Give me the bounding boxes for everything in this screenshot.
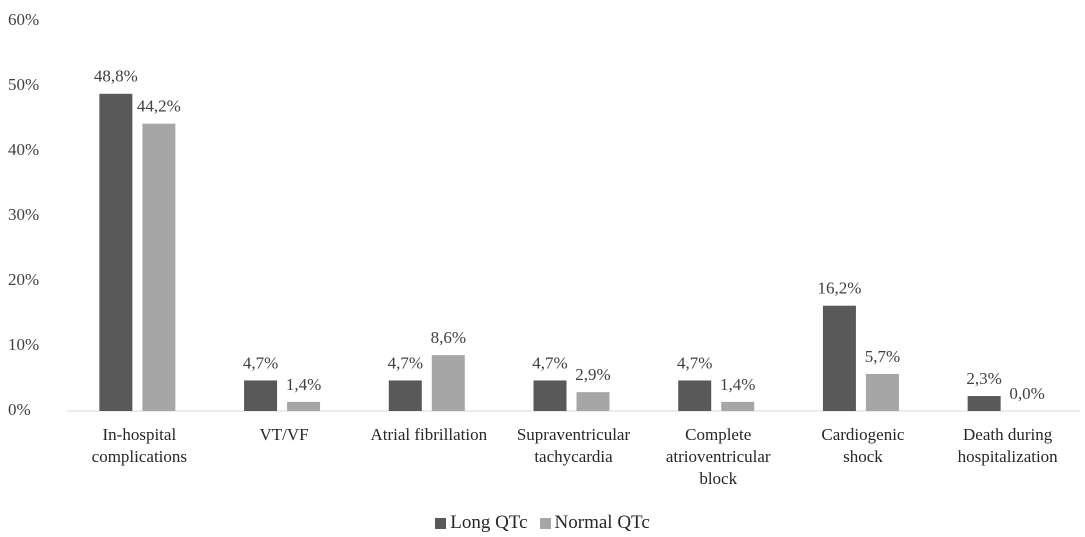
x-tick-label: Death during hospitalization (957, 425, 1058, 466)
data-label: 16,2% (817, 279, 861, 298)
bar (967, 396, 1001, 411)
x-tick-label: In-hospital complications (91, 425, 188, 466)
bar (678, 380, 712, 411)
legend-label: Normal QTc (554, 512, 650, 533)
data-label: 1,4% (720, 375, 755, 394)
legend: Long QTc Normal QTc (0, 512, 1085, 534)
bar (388, 380, 422, 411)
data-label: 2,9% (575, 365, 610, 384)
y-tick-label: 10% (8, 335, 39, 354)
bar (99, 93, 133, 412)
bar (721, 401, 755, 411)
bar (287, 401, 321, 411)
x-tick-label: Supraventricular tachycardia (516, 425, 631, 466)
data-label: 0,0% (1009, 384, 1044, 403)
bar (576, 392, 610, 411)
bar (533, 380, 567, 411)
legend-swatch (435, 517, 447, 529)
y-tick-label: 50% (8, 75, 39, 94)
x-tick-label: VT/VF (259, 425, 309, 444)
data-label: 4,7% (388, 353, 423, 372)
data-label: 2,3% (966, 369, 1001, 388)
bar (865, 373, 899, 411)
data-label: 48,8% (94, 67, 138, 86)
data-label: 8,6% (431, 328, 466, 347)
data-label: 4,7% (532, 353, 567, 372)
data-label: 4,7% (677, 353, 712, 372)
x-tick-label: Atrial fibrillation (370, 425, 488, 444)
data-label: 4,7% (243, 353, 278, 372)
x-tick-label: Complete atrioventricular block (665, 425, 771, 488)
y-tick-label: 0% (8, 400, 31, 419)
y-tick-label: 20% (8, 270, 39, 289)
y-tick-label: 40% (8, 140, 39, 159)
y-tick-label: 60% (8, 10, 39, 29)
bar (142, 123, 176, 411)
data-label: 1,4% (286, 375, 321, 394)
bar (822, 305, 856, 411)
data-label: 5,7% (865, 347, 900, 366)
legend-item: Normal QTc (539, 512, 650, 534)
y-tick-label: 30% (8, 205, 39, 224)
bar (431, 355, 465, 411)
legend-item: Long QTc (435, 512, 528, 534)
legend-swatch (539, 517, 551, 529)
legend-label: Long QTc (450, 512, 528, 533)
x-tick-label: Cardiogenic shock (821, 425, 905, 466)
bar (244, 380, 278, 411)
data-label: 44,2% (137, 97, 181, 116)
